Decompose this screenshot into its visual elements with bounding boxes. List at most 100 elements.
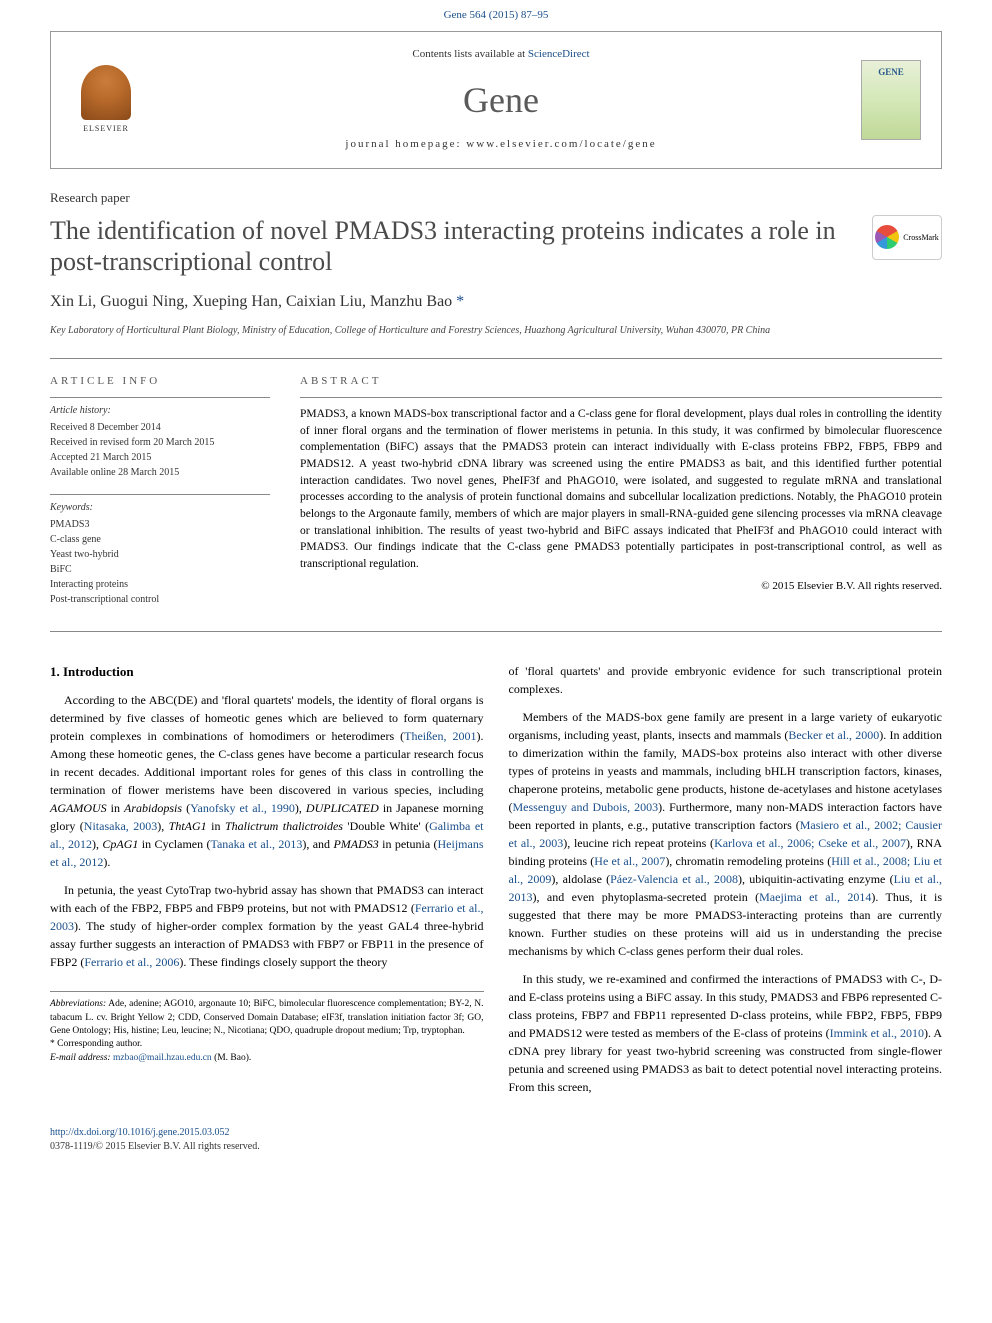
article-history-block: Article history: Received 8 December 201…: [50, 397, 270, 480]
p1-m2: in: [107, 801, 124, 815]
contents-prefix: Contents lists available at: [412, 48, 527, 60]
gene-duplicated: DUPLICATED: [306, 801, 379, 815]
sciencedirect-link[interactable]: ScienceDirect: [528, 48, 590, 60]
ref-ferrario2006[interactable]: Ferrario et al., 2006: [84, 955, 179, 969]
gene-arabidopsis: Arabidopsis: [124, 801, 182, 815]
intro-p5: In this study, we re-examined and confir…: [509, 970, 943, 1096]
gene-pmads3: PMADS3: [333, 837, 378, 851]
p1-m4: ),: [295, 801, 306, 815]
elsevier-label: ELSEVIER: [83, 123, 129, 134]
divider: [50, 358, 942, 359]
p1-m3: (: [182, 801, 190, 815]
p1-end: ).: [103, 855, 110, 869]
journal-name: Gene: [141, 75, 861, 125]
crossmark-badge[interactable]: CrossMark: [872, 215, 942, 260]
journal-cover-thumbnail: GENE: [861, 60, 921, 140]
abbreviations-line: Abbreviations: Ade, adenine; AGO10, argo…: [50, 998, 484, 1038]
author-list: Xin Li, Guogui Ning, Xueping Han, Caixia…: [50, 293, 456, 310]
journal-homepage: journal homepage: www.elsevier.com/locat…: [141, 137, 861, 152]
p4-m7: ), ubiquitin-activating enzyme (: [738, 872, 894, 886]
elsevier-logo: ELSEVIER: [71, 60, 141, 140]
keyword-4: Interacting proteins: [50, 577, 270, 592]
abstract-column: ABSTRACT PMADS3, a known MADS-box transc…: [300, 374, 942, 621]
gene-thtag1: ThtAG1: [169, 819, 207, 833]
issn-line: 0378-1119/© 2015 Elsevier B.V. All right…: [50, 1141, 260, 1152]
divider-2: [50, 631, 942, 632]
page-footer: http://dx.doi.org/10.1016/j.gene.2015.03…: [50, 1126, 942, 1154]
right-column: of 'floral quartets' and provide embryon…: [509, 662, 943, 1106]
keywords-block: Keywords: PMADS3 C-class gene Yeast two-…: [50, 494, 270, 607]
ref-theissen[interactable]: Theißen, 2001: [404, 729, 476, 743]
crossmark-icon: [875, 225, 899, 249]
abstract-header: ABSTRACT: [300, 374, 942, 389]
footnotes: Abbreviations: Ade, adenine; AGO10, argo…: [50, 991, 484, 1064]
intro-p4: Members of the MADS-box gene family are …: [509, 708, 943, 960]
ref-messenguy[interactable]: Messenguy and Dubois, 2003: [513, 800, 659, 814]
doi-link[interactable]: http://dx.doi.org/10.1016/j.gene.2015.03…: [50, 1127, 230, 1138]
intro-heading: 1. Introduction: [50, 662, 484, 682]
gene-agamous: AGAMOUS: [50, 801, 107, 815]
keywords-label: Keywords:: [50, 501, 270, 515]
article-info-column: ARTICLE INFO Article history: Received 8…: [50, 374, 270, 621]
paper-type: Research paper: [50, 189, 942, 207]
p4-m8: ), and even phytoplasma-secreted protein…: [533, 890, 760, 904]
article-info-header: ARTICLE INFO: [50, 374, 270, 389]
ref-paez[interactable]: Páez-Valencia et al., 2008: [610, 872, 738, 886]
body-columns: 1. Introduction According to the ABC(DE)…: [50, 662, 942, 1106]
p1-m11: ), and: [302, 837, 333, 851]
journal-header: ELSEVIER Contents lists available at Sci…: [50, 31, 942, 168]
cover-label: GENE: [878, 66, 904, 79]
email-label: E-mail address:: [50, 1053, 113, 1063]
header-center: Contents lists available at ScienceDirec…: [141, 47, 861, 152]
ref-immink[interactable]: Immink et al., 2010: [830, 1026, 924, 1040]
gene-cpag1: CpAG1: [102, 837, 138, 851]
history-line-2: Accepted 21 March 2015: [50, 450, 270, 465]
ref-maejima[interactable]: Maejima et al., 2014: [759, 890, 871, 904]
p1-m8: 'Double White' (: [343, 819, 429, 833]
gene-thalictrum: Thalictrum thalictroides: [225, 819, 343, 833]
p1-m6: ),: [157, 819, 168, 833]
abstract-text: PMADS3, a known MADS-box transcriptional…: [300, 397, 942, 573]
abbrev-text: Ade, adenine; AGO10, argonaute 10; BiFC,…: [50, 999, 484, 1036]
p1-m9: ),: [92, 837, 102, 851]
intro-p3: of 'floral quartets' and provide embryon…: [509, 662, 943, 698]
abstract-copyright: © 2015 Elsevier B.V. All rights reserved…: [300, 579, 942, 594]
history-line-3: Available online 28 March 2015: [50, 465, 270, 480]
email-link[interactable]: mzbao@mail.hzau.edu.cn: [113, 1053, 212, 1063]
abbrev-label: Abbreviations:: [50, 999, 106, 1009]
p1-m10: in Cyclamen (: [138, 837, 210, 851]
affiliation: Key Laboratory of Horticultural Plant Bi…: [50, 324, 942, 338]
p1-m7: in: [207, 819, 225, 833]
p4-m3: ), leucine rich repeat proteins (: [563, 836, 714, 850]
left-column: 1. Introduction According to the ABC(DE)…: [50, 662, 484, 1106]
authors: Xin Li, Guogui Ning, Xueping Han, Caixia…: [50, 291, 942, 313]
journal-citation: Gene 564 (2015) 87–95: [0, 0, 992, 31]
ref-karlova[interactable]: Karlova et al., 2006; Cseke et al., 2007: [714, 836, 906, 850]
history-label: Article history:: [50, 404, 270, 418]
contents-line: Contents lists available at ScienceDirec…: [141, 47, 861, 62]
email-suffix: (M. Bao).: [212, 1053, 252, 1063]
keyword-3: BiFC: [50, 562, 270, 577]
intro-p2: In petunia, the yeast CytoTrap two-hybri…: [50, 881, 484, 971]
email-line: E-mail address: mzbao@mail.hzau.edu.cn (…: [50, 1052, 484, 1065]
crossmark-label: CrossMark: [903, 232, 939, 243]
ref-becker[interactable]: Becker et al., 2000: [788, 728, 879, 742]
elsevier-tree-icon: [81, 65, 131, 120]
corresponding-star: *: [456, 293, 464, 310]
keyword-2: Yeast two-hybrid: [50, 547, 270, 562]
keyword-1: C-class gene: [50, 532, 270, 547]
p4-m6: ), aldolase (: [551, 872, 610, 886]
history-line-0: Received 8 December 2014: [50, 420, 270, 435]
keyword-0: PMADS3: [50, 517, 270, 532]
p1-m12: in petunia (: [379, 837, 438, 851]
corresponding-line: * Corresponding author.: [50, 1038, 484, 1051]
history-line-1: Received in revised form 20 March 2015: [50, 435, 270, 450]
p4-m5: ), chromatin remodeling proteins (: [665, 854, 831, 868]
ref-yanofsky[interactable]: Yanofsky et al., 1990: [190, 801, 295, 815]
intro-p1: According to the ABC(DE) and 'floral qua…: [50, 691, 484, 871]
ref-he[interactable]: He et al., 2007: [594, 854, 665, 868]
keyword-5: Post-transcriptional control: [50, 592, 270, 607]
ref-tanaka[interactable]: Tanaka et al., 2013: [210, 837, 302, 851]
paper-title: The identification of novel PMADS3 inter…: [50, 215, 872, 277]
ref-nitasaka[interactable]: Nitasaka, 2003: [84, 819, 157, 833]
